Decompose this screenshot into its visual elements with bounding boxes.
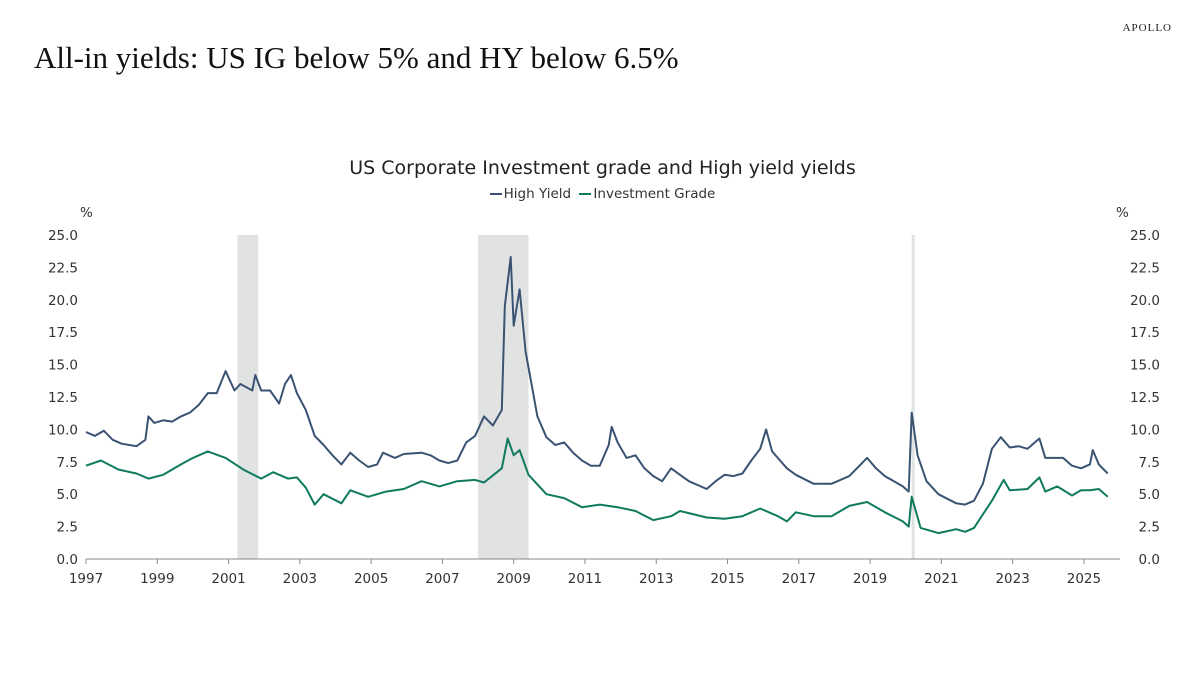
recession-band	[911, 235, 915, 559]
y-tick-label-left: 0.0	[57, 552, 78, 568]
recession-band	[237, 235, 259, 559]
legend-label: Investment Grade	[593, 186, 716, 202]
y-tick-label-right: 25.0	[1130, 228, 1160, 244]
x-tick-label: 2021	[924, 571, 958, 587]
y-tick-label-right: 17.5	[1130, 325, 1160, 341]
x-tick-label: 2023	[995, 571, 1029, 587]
x-tick-label: 1999	[140, 571, 174, 587]
x-tick-label: 2019	[853, 571, 887, 587]
x-tick-label: 2005	[354, 571, 388, 587]
y-tick-label-right: 20.0	[1130, 293, 1160, 309]
x-tick-label: 2011	[568, 571, 602, 587]
y-tick-label-right: 2.5	[1139, 520, 1160, 536]
legend-item-investment-grade: Investment Grade	[579, 186, 715, 202]
legend-item-high-yield: High Yield	[489, 186, 572, 202]
y-tick-label-left: 22.5	[48, 260, 78, 276]
y-tick-label-right: 0.0	[1139, 552, 1160, 568]
y-tick-label-right: 10.0	[1130, 422, 1160, 438]
series-line-investment-grade	[85, 437, 1109, 535]
y-tick-label-left: 2.5	[57, 520, 78, 536]
y-tick-label-left: 12.5	[48, 390, 78, 406]
x-tick-label: 2007	[425, 571, 459, 587]
recession-band	[478, 235, 529, 559]
x-tick-label: 1997	[69, 571, 103, 587]
y-tick-label-right: 7.5	[1139, 455, 1160, 471]
y-axis-label-left: %	[80, 205, 93, 221]
legend-label: High Yield	[503, 186, 572, 202]
y-tick-label-right: 15.0	[1130, 358, 1160, 374]
x-tick-label: 2015	[710, 571, 744, 587]
y-tick-label-right: 12.5	[1130, 390, 1160, 406]
y-tick-label-left: 7.5	[57, 455, 78, 471]
y-tick-label-left: 15.0	[48, 358, 78, 374]
x-tick-label: 2013	[639, 571, 673, 587]
chart-title: US Corporate Investment grade and High y…	[349, 157, 856, 179]
y-tick-label-right: 5.0	[1139, 487, 1160, 503]
apollo-logo: APOLLO	[1122, 22, 1172, 34]
x-tick-label: 2001	[211, 571, 245, 587]
legend-swatch-investment-grade	[579, 193, 592, 195]
series-line-high-yield	[85, 256, 1109, 506]
x-tick-label: 2025	[1067, 571, 1101, 587]
chart-legend: High Yield Investment Grade	[0, 186, 1200, 202]
x-tick-label: 2003	[283, 571, 317, 587]
y-tick-label-right: 22.5	[1130, 260, 1160, 276]
page-headline: All-in yields: US IG below 5% and HY bel…	[34, 40, 679, 75]
y-axis-label-right: %	[1116, 205, 1129, 221]
x-tick-label: 2009	[497, 571, 531, 587]
x-tick-label: 2017	[782, 571, 816, 587]
y-tick-label-left: 5.0	[57, 487, 78, 503]
y-tick-label-left: 10.0	[48, 422, 78, 438]
y-tick-label-left: 20.0	[48, 293, 78, 309]
y-tick-label-left: 25.0	[48, 228, 78, 244]
y-tick-label-left: 17.5	[48, 325, 78, 341]
legend-swatch-high-yield	[489, 193, 502, 195]
